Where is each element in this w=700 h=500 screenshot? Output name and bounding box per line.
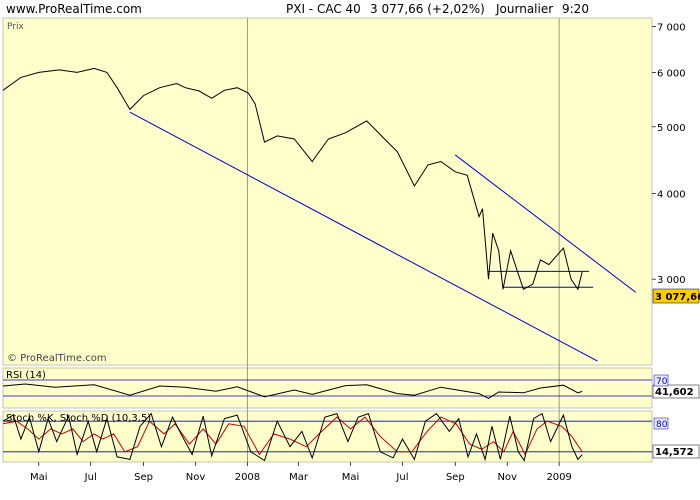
stoch-panel-title: Stoch %K, Stoch %D (10,3,5) [6, 413, 151, 424]
stoch-k-line [2, 412, 583, 462]
stoch-level-label: 80 [656, 420, 668, 430]
rsi-panel [2, 367, 653, 409]
price-panel [2, 17, 653, 366]
period-label: Journalier [496, 2, 554, 16]
rsi-series [2, 379, 652, 399]
rsi-line [2, 383, 583, 399]
y-tick-label-2: 5 000 [657, 123, 686, 134]
x-tick-label-6: Mai [342, 472, 360, 483]
x-tick-label-0: Mai [30, 472, 48, 483]
y-tick-label-3: 6 000 [657, 68, 686, 79]
y-tick-label-4: 7 000 [657, 22, 686, 33]
rsi-level-label: 70 [656, 377, 668, 387]
price-panel-title: Prix [7, 22, 24, 32]
x-tick-label-3: Nov [186, 472, 206, 483]
trendline-0 [129, 111, 598, 362]
x-tick-label-9: Nov [497, 472, 517, 483]
rsi-value-label: 41,602 [655, 387, 694, 398]
x-tick-label-5: Mar [289, 472, 309, 483]
watermark: © ProRealTime.com [7, 353, 107, 364]
rsi-level-tag [653, 374, 669, 387]
stoch-d-line [2, 416, 583, 456]
price-line [2, 67, 583, 291]
x-tick-label-8: Sep [446, 472, 465, 483]
x-tick-label-2: Sep [134, 472, 153, 483]
instrument-name: PXI - CAC 40 [286, 2, 361, 16]
x-tick-label-1: Jul [84, 472, 97, 483]
y-tick-label-0: 3 000 [657, 275, 686, 286]
time-label: 9:20 [562, 2, 589, 16]
rsi-value-tag [652, 384, 700, 399]
rsi-panel-title: RSI (14) [6, 370, 46, 381]
x-tick-label-7: Jul [395, 472, 408, 483]
chart-header: www.ProRealTime.com PXI - CAC 40 3 077,6… [0, 0, 700, 18]
trendline-1 [454, 154, 637, 293]
x-tick-label-4: 2008 [235, 472, 260, 483]
price-change: 3 077,66 (+2,02%) [370, 2, 485, 16]
stoch-value-tag [652, 444, 700, 459]
price-grid [246, 18, 560, 462]
stoch-level-tag [653, 417, 669, 430]
price-value-tag [652, 288, 700, 304]
y-tick-label-1: 4 000 [657, 189, 686, 200]
stoch-series [2, 412, 652, 462]
site-url[interactable]: www.ProRealTime.com [6, 2, 142, 16]
price-value-label: 3 077,66 [655, 292, 700, 303]
axes: 3 000 4 000 5 000 6 000 7 000 Mai Jul Sep Nov 200… [30, 22, 686, 483]
price-series [2, 67, 637, 362]
stoch-value-label: 14,572 [655, 447, 694, 458]
x-tick-label-10: 2009 [546, 472, 571, 483]
